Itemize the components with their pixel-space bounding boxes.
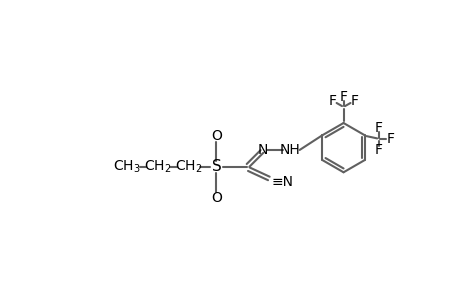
Text: O: O bbox=[211, 129, 221, 143]
Text: F: F bbox=[374, 143, 382, 157]
Text: NH: NH bbox=[280, 143, 300, 157]
Text: ≡N: ≡N bbox=[271, 175, 293, 189]
Text: F: F bbox=[339, 90, 347, 104]
Text: CH$_3$: CH$_3$ bbox=[113, 159, 141, 175]
Text: N: N bbox=[257, 143, 267, 157]
Text: S: S bbox=[211, 159, 221, 174]
Text: F: F bbox=[328, 94, 336, 108]
Text: CH$_2$: CH$_2$ bbox=[144, 159, 171, 175]
Text: CH$_2$: CH$_2$ bbox=[175, 159, 202, 175]
Text: F: F bbox=[350, 94, 358, 108]
Text: F: F bbox=[374, 122, 382, 135]
Text: O: O bbox=[211, 191, 221, 205]
Text: F: F bbox=[386, 132, 394, 146]
